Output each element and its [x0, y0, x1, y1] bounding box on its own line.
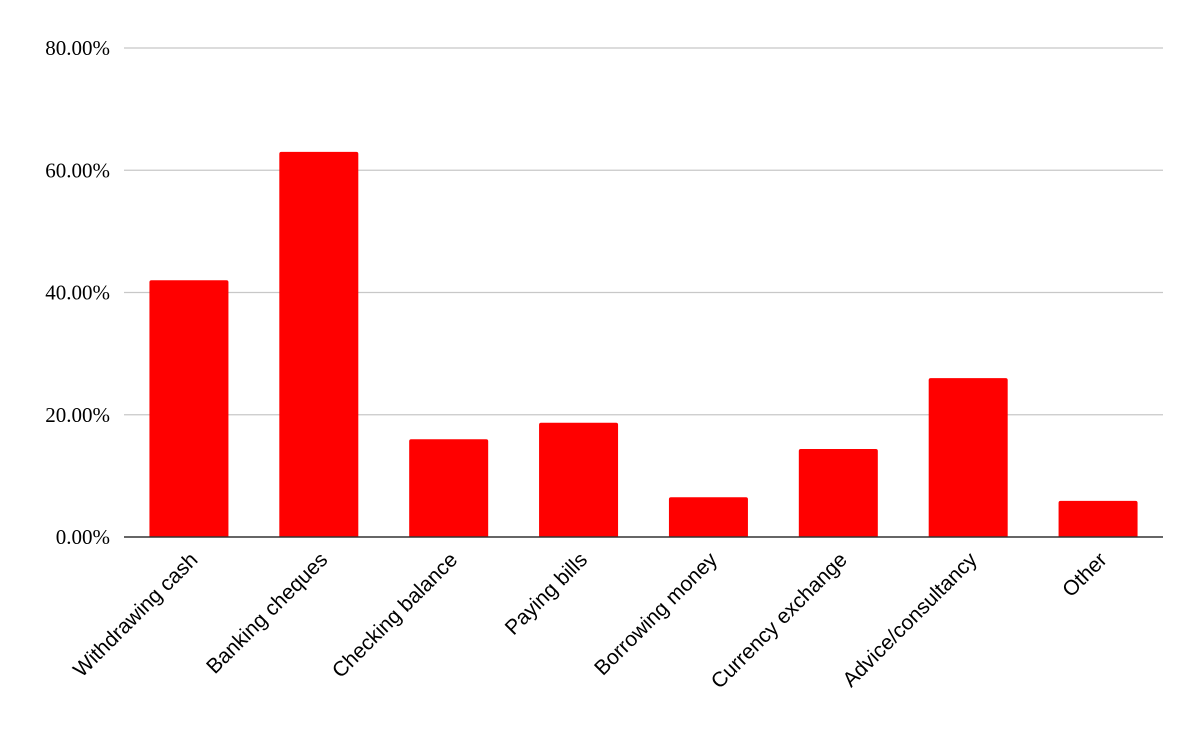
bars-layer: [149, 151, 1138, 537]
y-tick-label: 40.00%: [45, 281, 110, 305]
bar: [279, 151, 359, 537]
bar: [149, 280, 229, 537]
x-tick-label: Borrowing money: [590, 548, 722, 680]
x-tick-label: Other: [1058, 548, 1111, 601]
bar: [668, 497, 748, 537]
x-tick-label: Paying bills: [501, 548, 592, 639]
x-tick-label: Advice/consultancy: [838, 548, 982, 692]
bar: [928, 378, 1008, 537]
x-tick-label: Banking cheques: [202, 548, 332, 678]
bar: [409, 439, 489, 537]
x-tick-label: Withdrawing cash: [69, 548, 202, 681]
x-tick-label: Checking balance: [328, 548, 462, 682]
bar: [798, 448, 878, 537]
y-tick-label: 20.00%: [45, 403, 110, 427]
x-axis-ticks: Withdrawing cash Banking chequesChecking …: [69, 548, 1112, 693]
y-tick-label: 80.00%: [45, 36, 110, 60]
bar: [539, 422, 619, 537]
x-tick-label: Currency exchange: [707, 548, 852, 693]
y-tick-label: 0.00%: [56, 525, 110, 549]
y-tick-label: 60.00%: [45, 158, 110, 182]
bar: [1058, 500, 1138, 537]
y-axis-ticks: 0.00% 20.00% 40.00% 60.00% 80.00%: [45, 36, 110, 549]
